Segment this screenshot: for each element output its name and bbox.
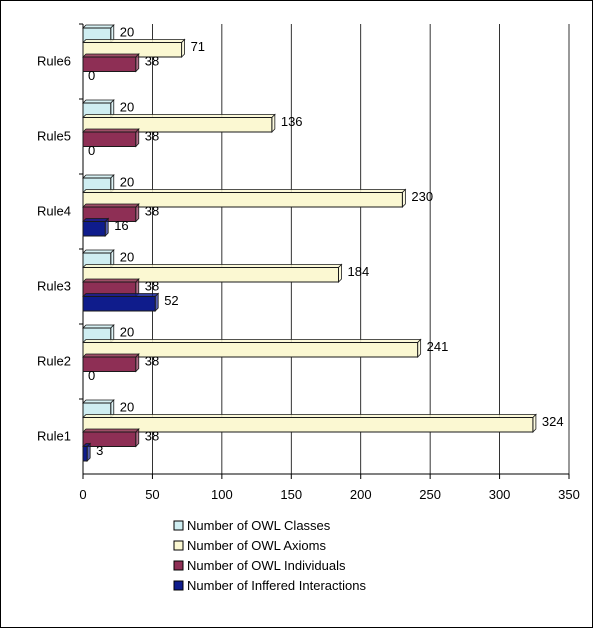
data-label: 71 <box>191 39 205 54</box>
bar-rule2-series-1 <box>82 342 419 358</box>
data-label: 324 <box>542 414 564 429</box>
x-tick-label: 300 <box>489 487 511 502</box>
category-label-rule1: Rule1 <box>37 429 71 444</box>
legend-label-3: Number of Inffered Interactions <box>187 578 366 593</box>
data-label: 20 <box>120 249 134 264</box>
bar-rule2-series-2 <box>82 356 137 372</box>
category-label-rule6: Rule6 <box>37 54 71 69</box>
category-label-rule2: Rule2 <box>37 354 71 369</box>
data-label: 38 <box>145 128 159 143</box>
labels: Rule1 20 324 38 3 Rule2 20 241 38 0 Rule3 20 184 38 52… <box>37 24 564 458</box>
bar-rule4-series-3 <box>82 221 106 237</box>
data-label: 230 <box>411 189 433 204</box>
axes: 0 50 100 150 200 250 300 350 <box>79 23 580 502</box>
legend-label-2: Number of OWL Individuals <box>187 558 346 573</box>
legend-swatch-1 <box>173 540 184 551</box>
data-label: 0 <box>88 368 95 383</box>
x-tick-label: 250 <box>419 487 441 502</box>
legend-label-0: Number of OWL Classes <box>187 518 331 533</box>
data-label: 136 <box>281 114 303 129</box>
x-tick-label: 0 <box>79 487 86 502</box>
data-label: 20 <box>120 174 134 189</box>
data-label: 20 <box>120 399 134 414</box>
data-label: 241 <box>427 339 449 354</box>
bar-rule5-series-1 <box>82 117 273 133</box>
data-label: 38 <box>145 278 159 293</box>
legend-swatch-3 <box>173 580 184 591</box>
data-label: 3 <box>96 443 103 458</box>
data-label: 52 <box>164 293 178 308</box>
bar-rule1-series-1 <box>82 417 534 433</box>
data-label: 20 <box>120 324 134 339</box>
x-tick-label: 50 <box>145 487 159 502</box>
legend: Number of OWL Classes Number of OWL Axiom… <box>173 518 366 593</box>
bar-rule3-series-3 <box>82 296 156 312</box>
data-label: 38 <box>145 203 159 218</box>
category-label-rule4: Rule4 <box>37 204 71 219</box>
bar-rule4-series-1 <box>82 192 403 208</box>
bar-rule1-series-2 <box>82 431 137 447</box>
data-label: 0 <box>88 143 95 158</box>
x-tick-label: 150 <box>280 487 302 502</box>
legend-swatch-0 <box>173 520 184 531</box>
data-label: 20 <box>120 99 134 114</box>
bar-rule4-series-2 <box>82 206 137 222</box>
bars <box>82 24 537 462</box>
x-tick-label: 350 <box>558 487 580 502</box>
data-label: 38 <box>145 353 159 368</box>
data-label: 0 <box>88 68 95 83</box>
bar-rule5-series-2 <box>82 131 137 147</box>
legend-label-1: Number of OWL Axioms <box>187 538 326 553</box>
data-label: 38 <box>145 53 159 68</box>
category-label-rule5: Rule5 <box>37 129 71 144</box>
legend-swatch-2 <box>173 560 184 571</box>
x-tick-label: 100 <box>211 487 233 502</box>
x-tick-label: 200 <box>350 487 372 502</box>
bar-rule1-series-3 <box>82 446 88 462</box>
data-label: 16 <box>114 218 128 233</box>
category-label-rule3: Rule3 <box>37 279 71 294</box>
grid-lines <box>152 24 570 474</box>
data-label: 20 <box>120 24 134 39</box>
data-label: 184 <box>347 264 369 279</box>
bar-rule3-series-1 <box>82 267 339 283</box>
bar-rule6-series-2 <box>82 56 137 72</box>
data-label: 38 <box>145 428 159 443</box>
